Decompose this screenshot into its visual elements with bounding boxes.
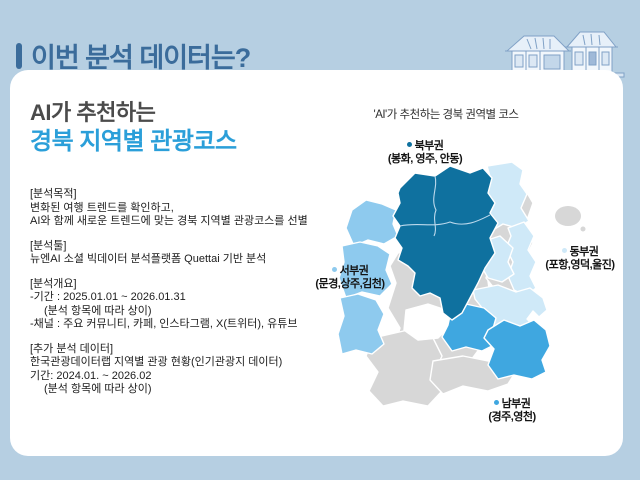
region-name: 동부권	[569, 246, 599, 258]
region-name: 북부권	[414, 140, 444, 152]
map-region-west-sangju	[338, 241, 393, 299]
section-additional-data: [추가 분석 데이터] 한국관광데이터랩 지역별 관광 현황(인기관광지 데이터…	[30, 343, 330, 397]
section-tool: [분석툴] 뉴엔AI 소셜 빅데이터 분석플랫폼 Quettai 기반 분석	[30, 240, 330, 267]
map-region-north	[392, 165, 499, 321]
map-island-ulleungdo	[555, 206, 581, 226]
region-label-south: 남부권 (경주,영천)	[472, 398, 552, 424]
page-header: 이번 분석 데이터는?	[16, 36, 251, 75]
map-divider	[399, 214, 491, 227]
section-line: (분석 항목에 따라 상이)	[44, 304, 152, 317]
page-title: 이번 분석 데이터는?	[31, 43, 251, 73]
section-line: (분석 항목에 따라 상이)	[44, 383, 152, 395]
north-bullet-dot	[406, 142, 412, 147]
hanok-door	[543, 54, 561, 70]
section-header: [분석개요]	[30, 277, 77, 290]
map-region-west-gimcheon	[338, 293, 385, 355]
map-caption: 'AI'가 추천하는 경북 권역별 코스	[373, 109, 520, 121]
section-header: [분석툴]	[30, 239, 67, 252]
section-line: 변화된 여행 트렌드를 확인하고,	[30, 201, 174, 214]
region-label-east: 동부권 (포항,영덕,울진)	[525, 246, 635, 272]
map-regions	[338, 161, 586, 407]
region-name-row: 남부권	[472, 398, 552, 411]
section-header: [분석목적]	[30, 188, 77, 200]
east-bullet-dot	[561, 248, 567, 253]
section-line: AI와 함께 새로운 트렌드에 맞는 경북 지역별 관광코스를 선별	[30, 215, 308, 227]
analysis-sections: [분석목적] 변화된 여행 트렌드를 확인하고, AI와 함께 새로운 트렌드에…	[30, 188, 330, 408]
card-heading-line1: AI가 추천하는	[30, 100, 156, 125]
map-north-dividers	[399, 175, 491, 237]
region-name: 남부권	[501, 398, 531, 410]
region-label-north: 북부권 (봉화, 영주, 안동)	[340, 140, 510, 166]
section-line: 뉴엔AI 소셜 빅데이터 분석플랫폼 Quettai 기반 분석	[30, 253, 267, 265]
map-divider	[433, 175, 437, 237]
title-accent-bar	[16, 42, 22, 69]
section-header: [추가 분석 데이터]	[30, 342, 114, 355]
hanok-window	[588, 51, 597, 66]
section-purpose: [분석목적] 변화된 여행 트렌드를 확인하고, AI와 함께 새로운 트렌드에…	[30, 188, 330, 229]
section-line: -채널 : 주요 커뮤니티, 카페, 인스타그램, X(트위터), 유튜브	[30, 318, 298, 330]
card-heading-line2: 경북 지역별 관광코스	[30, 128, 237, 155]
section-overview: [분석개요] -기간 : 2025.01.01 ~ 2026.01.31 (분석…	[30, 278, 330, 332]
region-name-row: 동부권	[525, 246, 635, 259]
section-line: 한국관광데이터랩 지역별 관광 현황(인기관광지 데이터)	[30, 356, 283, 368]
hanok-lines	[505, 31, 625, 78]
content-card: AI가 추천하는 경북 지역별 관광코스 [분석목적] 변화된 여행 트렌드를 …	[10, 70, 623, 456]
map-region-south-gyeongju	[483, 319, 551, 380]
hanok-left-roof	[505, 35, 571, 52]
hanok-illustration-icon	[505, 31, 625, 78]
section-line: 기간: 2024.01. ~ 2026.02	[30, 369, 152, 382]
region-cities: (경주,영천)	[488, 411, 536, 423]
region-cities: (포항,영덕,울진)	[545, 259, 615, 271]
south-bullet-dot	[493, 400, 499, 405]
region-name: 서부권	[339, 265, 369, 277]
map-region-west-mungyeong	[345, 199, 399, 247]
section-line: -기간 : 2025.01.01 ~ 2026.01.31	[30, 291, 186, 303]
gyeongbuk-map	[338, 161, 586, 407]
west-bullet-dot	[331, 267, 337, 272]
region-name-row: 북부권	[340, 140, 510, 153]
region-name-row: 서부권	[300, 265, 400, 278]
region-cities: (봉화, 영주, 안동)	[387, 153, 463, 165]
map-islet	[580, 226, 586, 232]
region-label-west: 서부권 (문경,상주,김천)	[300, 265, 400, 291]
region-cities: (문경,상주,김천)	[315, 278, 385, 290]
